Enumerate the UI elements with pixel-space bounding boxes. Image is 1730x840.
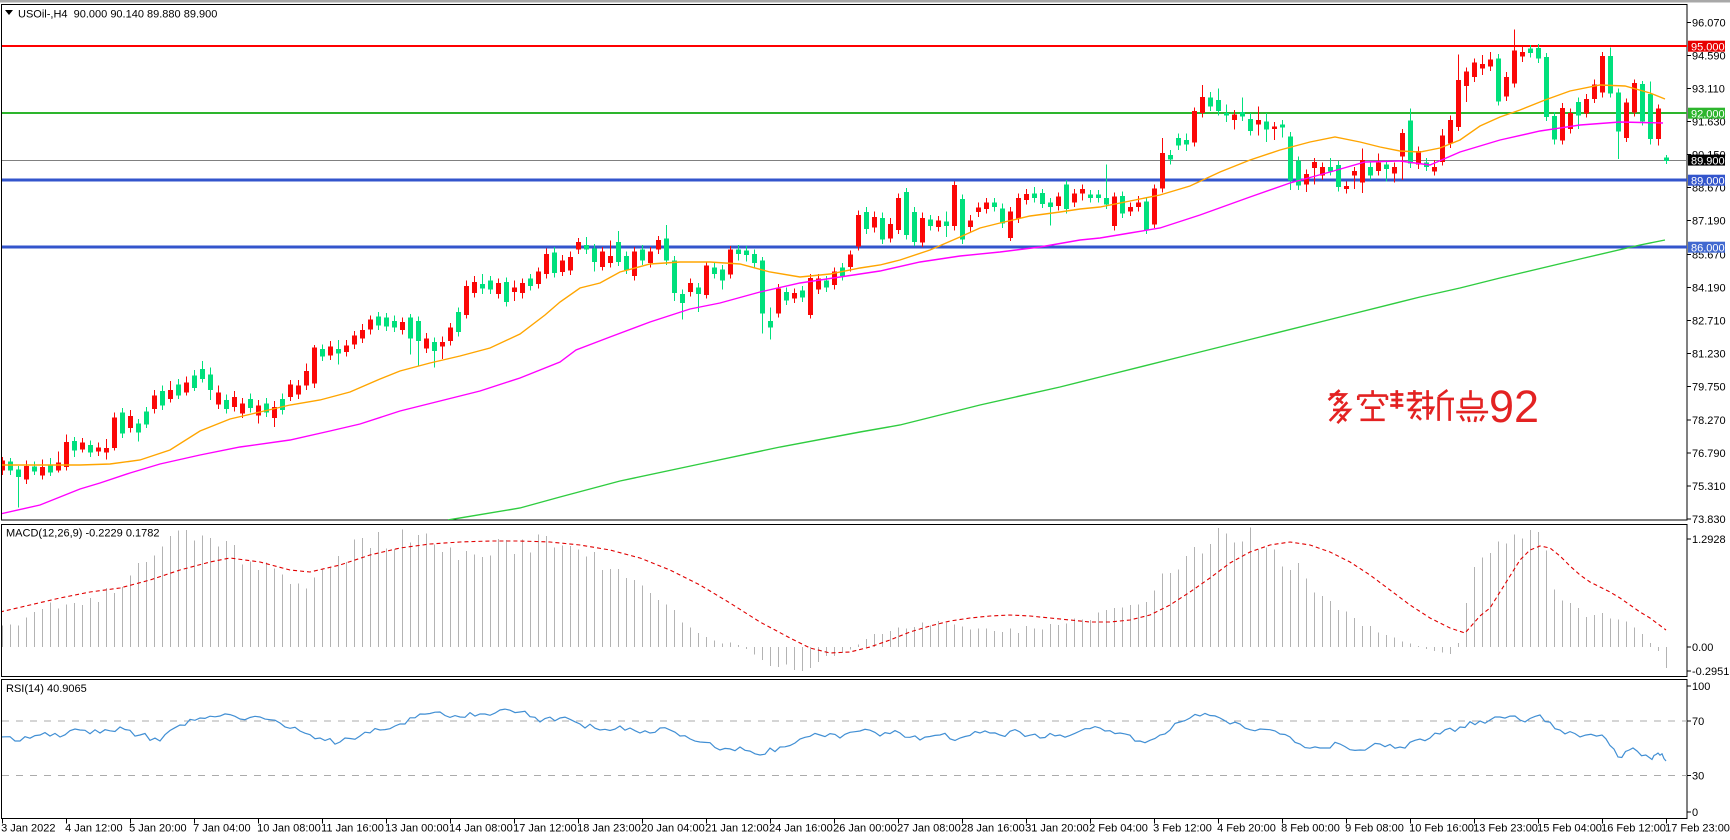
svg-text:28 Jan 16:00: 28 Jan 16:00 <box>961 823 1025 835</box>
svg-text:95.000: 95.000 <box>1691 41 1725 53</box>
svg-text:10 Feb 16:00: 10 Feb 16:00 <box>1409 823 1474 835</box>
svg-text:10 Jan 08:00: 10 Jan 08:00 <box>257 823 321 835</box>
svg-text:73.830: 73.830 <box>1692 514 1726 526</box>
svg-text:MACD(12,26,9) -0.2229 0.1782: MACD(12,26,9) -0.2229 0.1782 <box>6 528 159 540</box>
svg-text:2 Feb 04:00: 2 Feb 04:00 <box>1089 823 1148 835</box>
svg-text:7 Jan 04:00: 7 Jan 04:00 <box>193 823 251 835</box>
svg-text:0: 0 <box>1692 807 1698 819</box>
svg-text:21 Jan 12:00: 21 Jan 12:00 <box>705 823 769 835</box>
svg-text:14 Jan 08:00: 14 Jan 08:00 <box>449 823 513 835</box>
svg-text:16 Feb 12:00: 16 Feb 12:00 <box>1601 823 1666 835</box>
svg-text:87.190: 87.190 <box>1692 216 1726 228</box>
svg-text:30: 30 <box>1692 771 1704 783</box>
svg-text:94.590: 94.590 <box>1692 50 1726 62</box>
svg-text:26 Jan 00:00: 26 Jan 00:00 <box>833 823 897 835</box>
svg-text:17 Jan 12:00: 17 Jan 12:00 <box>513 823 577 835</box>
svg-text:84.190: 84.190 <box>1692 283 1726 295</box>
svg-text:82.710: 82.710 <box>1692 316 1726 328</box>
svg-text:4 Jan 12:00: 4 Jan 12:00 <box>65 823 123 835</box>
svg-text:79.750: 79.750 <box>1692 382 1726 394</box>
svg-text:31 Jan 20:00: 31 Jan 20:00 <box>1025 823 1089 835</box>
svg-text:93.110: 93.110 <box>1692 83 1725 95</box>
svg-text:-0.2951: -0.2951 <box>1692 666 1729 678</box>
svg-text:5 Jan 20:00: 5 Jan 20:00 <box>129 823 187 835</box>
svg-text:76.790: 76.790 <box>1692 448 1726 460</box>
svg-text:RSI(14) 40.9065: RSI(14) 40.9065 <box>6 683 87 695</box>
svg-text:13 Jan 00:00: 13 Jan 00:00 <box>385 823 449 835</box>
svg-text:24 Jan 16:00: 24 Jan 16:00 <box>769 823 833 835</box>
svg-text:18 Jan 23:00: 18 Jan 23:00 <box>577 823 641 835</box>
svg-text:9 Feb 08:00: 9 Feb 08:00 <box>1345 823 1404 835</box>
svg-text:78.270: 78.270 <box>1692 415 1726 427</box>
svg-text:USOil-,H4 90.000 90.140 89.88: USOil-,H4 90.000 90.140 89.880 89.900 <box>18 9 217 21</box>
svg-text:1.2928: 1.2928 <box>1692 534 1726 546</box>
svg-text:3 Jan 2022: 3 Jan 2022 <box>1 823 55 835</box>
svg-text:8 Feb 00:00: 8 Feb 00:00 <box>1281 823 1340 835</box>
svg-text:13 Feb 23:00: 13 Feb 23:00 <box>1473 823 1538 835</box>
svg-text:4 Feb 20:00: 4 Feb 20:00 <box>1217 823 1276 835</box>
svg-text:27 Jan 08:00: 27 Jan 08:00 <box>897 823 961 835</box>
svg-text:92: 92 <box>1489 381 1539 432</box>
svg-text:92.000: 92.000 <box>1691 108 1725 120</box>
svg-text:20 Jan 04:00: 20 Jan 04:00 <box>641 823 705 835</box>
svg-text:0.00: 0.00 <box>1692 642 1713 654</box>
svg-text:75.310: 75.310 <box>1692 481 1726 493</box>
svg-text:86.000: 86.000 <box>1691 242 1725 254</box>
svg-text:81.230: 81.230 <box>1692 349 1726 361</box>
svg-text:17 Feb 23:00: 17 Feb 23:00 <box>1665 823 1730 835</box>
svg-text:3 Feb 12:00: 3 Feb 12:00 <box>1153 823 1212 835</box>
svg-text:96.070: 96.070 <box>1692 17 1726 29</box>
svg-text:89.900: 89.900 <box>1691 155 1725 167</box>
svg-text:91.630: 91.630 <box>1692 116 1726 128</box>
svg-text:100: 100 <box>1692 681 1710 693</box>
svg-text:70: 70 <box>1692 716 1704 728</box>
svg-text:11 Jan 16:00: 11 Jan 16:00 <box>321 823 384 835</box>
svg-text:89.000: 89.000 <box>1691 175 1725 187</box>
svg-text:15 Feb 04:00: 15 Feb 04:00 <box>1537 823 1602 835</box>
